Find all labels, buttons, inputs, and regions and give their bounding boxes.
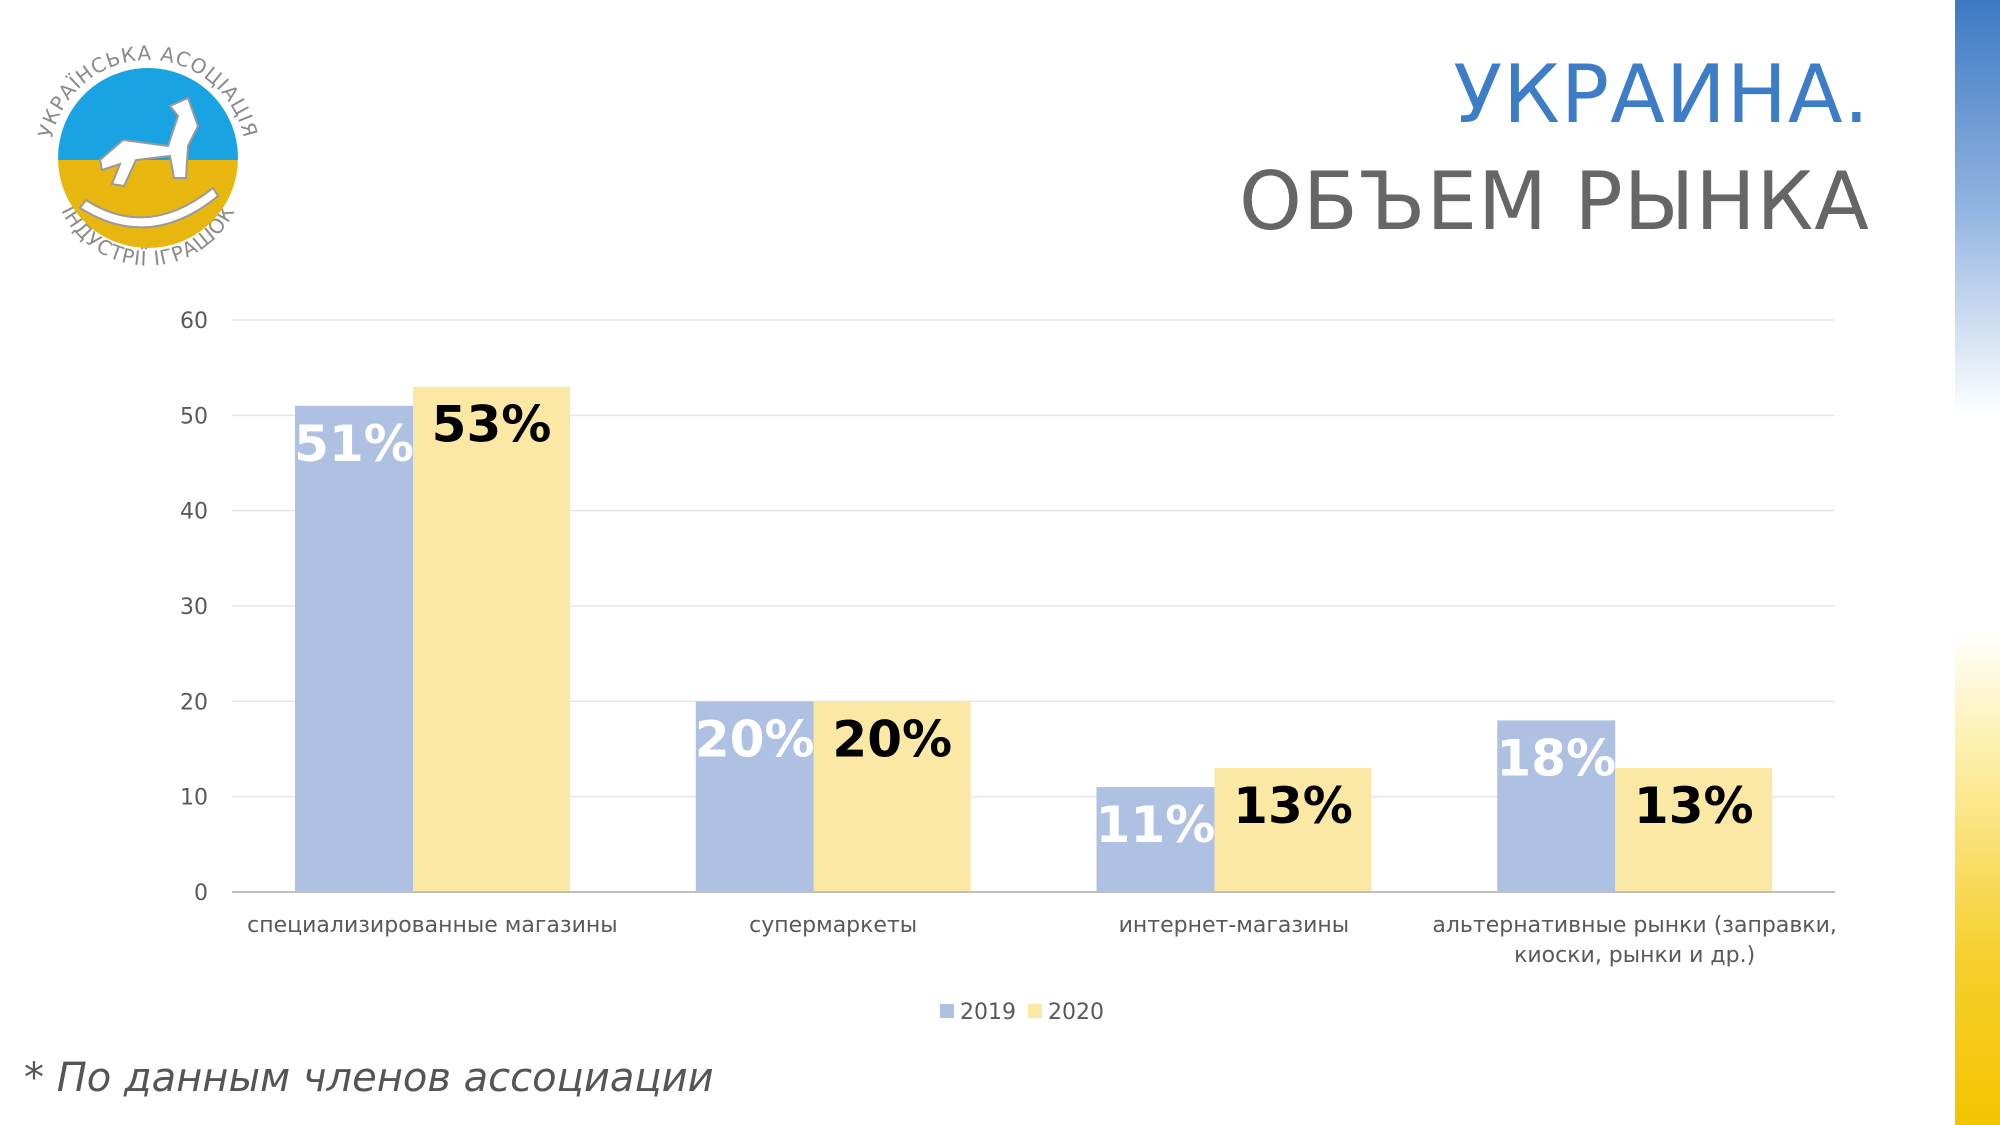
bar: [695, 701, 814, 892]
bar: [1214, 768, 1372, 892]
association-logo: УКРАЇНСЬКА АСОЦІАЦІЯ ІНДУСТРІЇ ІГРАШОК: [33, 41, 261, 271]
data-label: 20%: [695, 710, 815, 768]
legend-label: 2019: [960, 1000, 1016, 1025]
legend-swatch: [1028, 1004, 1042, 1018]
data-label: 13%: [1634, 777, 1754, 835]
data-label: 53%: [432, 396, 552, 454]
bar: [295, 405, 413, 892]
bar: [413, 386, 570, 892]
x-category-label: специализированные магазины: [247, 913, 618, 938]
data-label: 11%: [1096, 796, 1216, 854]
legend-label: 2020: [1048, 1000, 1104, 1025]
y-tick-label: 0: [194, 881, 208, 906]
bar: [1096, 787, 1215, 892]
data-label: 13%: [1233, 777, 1353, 835]
x-category-label: киоски, рынки и др.): [1514, 943, 1755, 968]
y-tick-label: 20: [180, 690, 208, 715]
y-tick-label: 50: [180, 404, 208, 429]
data-label: 20%: [832, 710, 952, 768]
footnote: * По данным членов ассоциации: [24, 1055, 714, 1101]
rocking-horse-icon: [78, 96, 220, 229]
page-title: УКРАИНА.: [1453, 48, 1870, 141]
y-tick-label: 60: [180, 309, 208, 334]
x-category-label: супермаркеты: [749, 913, 917, 938]
y-tick-label: 10: [180, 786, 208, 811]
bar: [1497, 720, 1616, 892]
side-gradient-strip: [1955, 0, 2000, 1125]
legend-swatch: [940, 1004, 954, 1018]
page-subtitle: ОБЪЕМ РЫНКА: [1239, 155, 1870, 248]
y-tick-label: 30: [180, 595, 208, 620]
data-label: 51%: [294, 415, 414, 473]
x-category-label: интернет-магазины: [1119, 913, 1350, 938]
x-category-label: альтернативные рынки (заправки,: [1432, 913, 1837, 938]
data-label: 18%: [1496, 729, 1616, 787]
y-tick-label: 40: [180, 500, 208, 525]
bar: [1615, 768, 1773, 892]
bar: [813, 701, 971, 892]
